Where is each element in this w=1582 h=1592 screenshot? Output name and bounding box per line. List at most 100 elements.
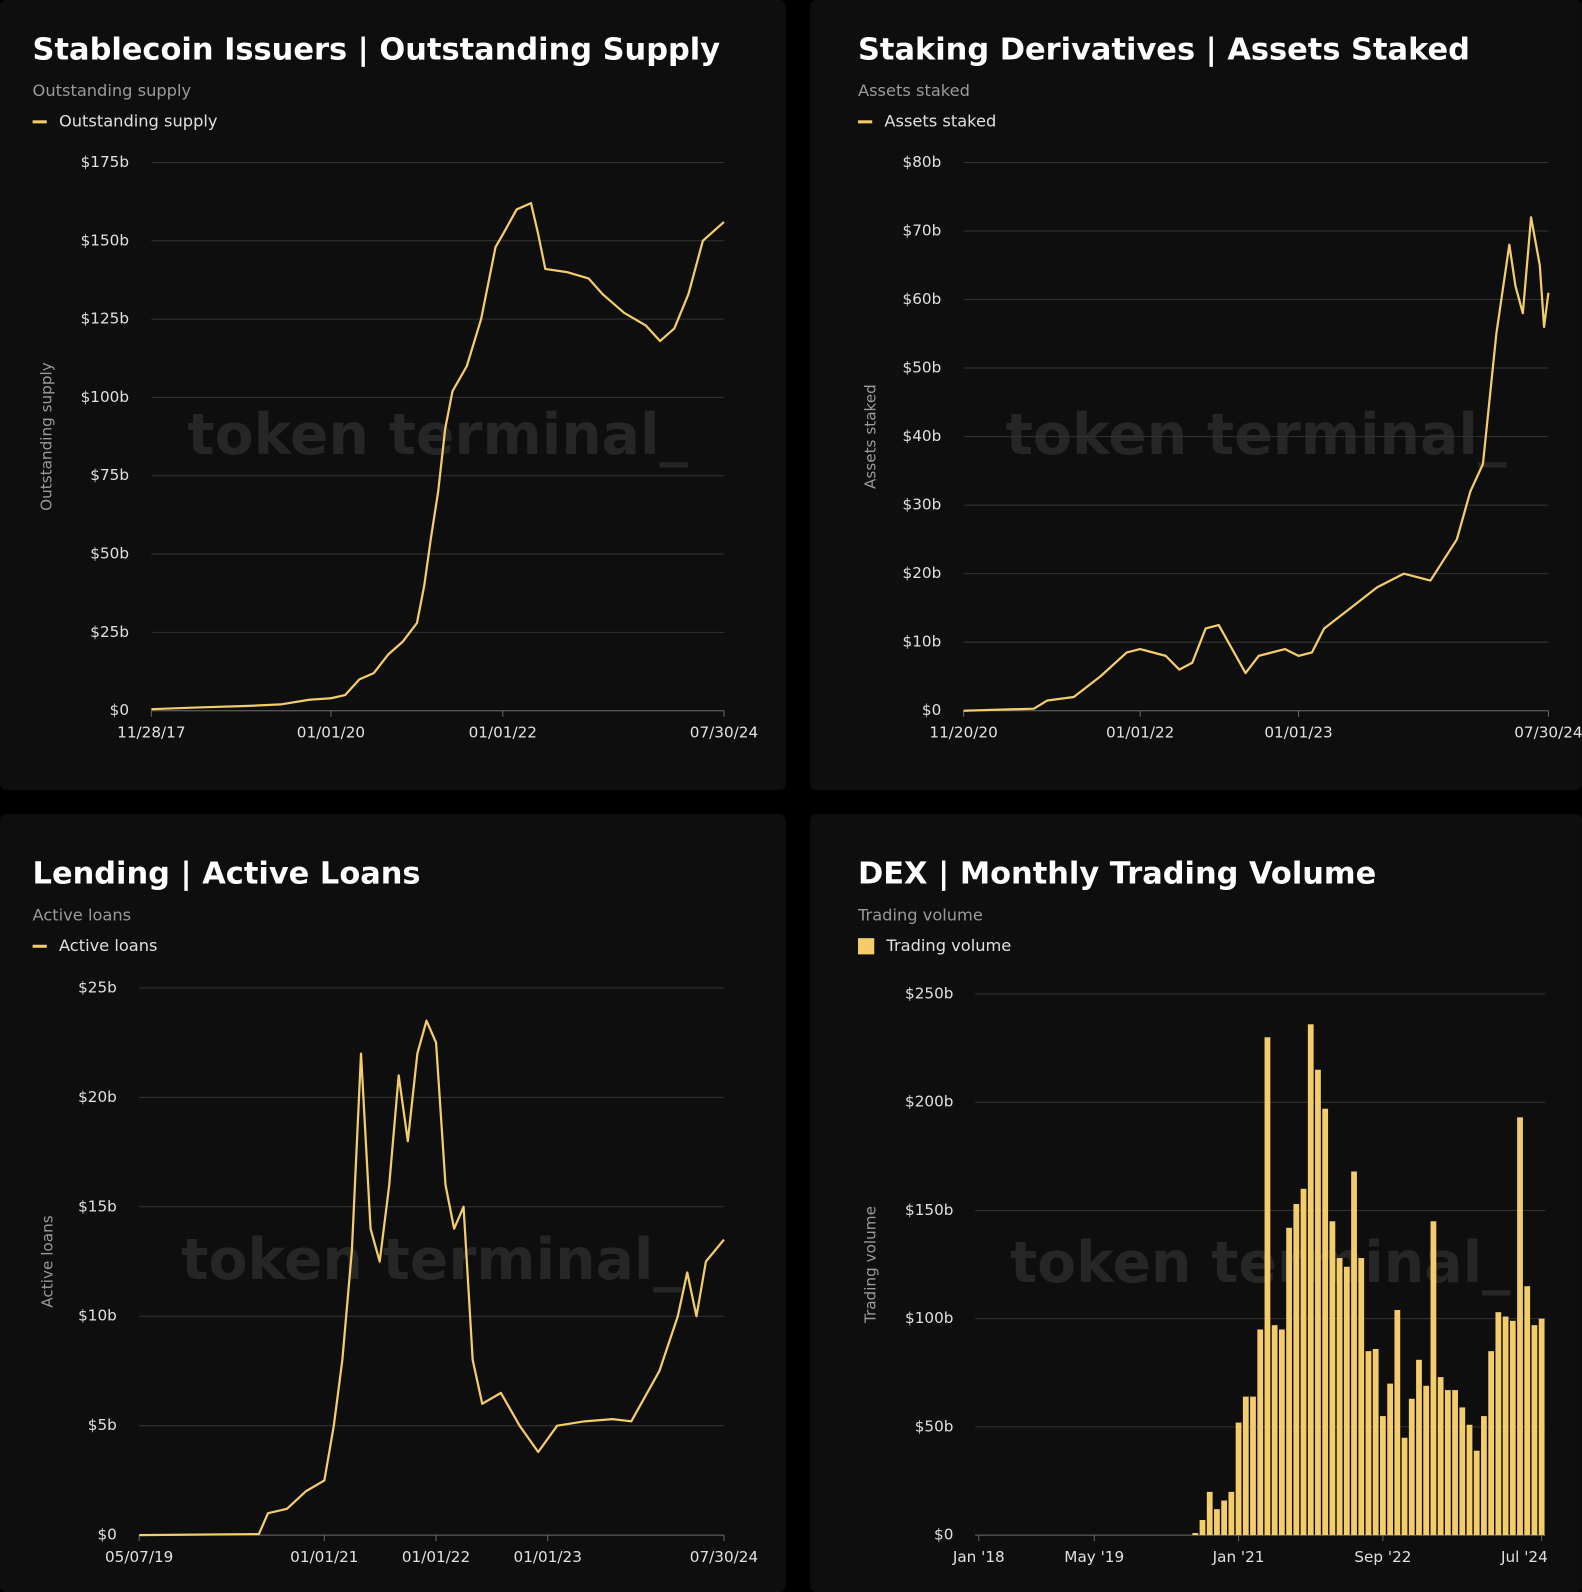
bar [1531,1325,1538,1536]
y-tick-label: $20b [903,564,942,582]
bar [1495,1312,1502,1536]
y-tick-label: $150b [905,1201,953,1219]
chart-title: Lending | Active Loans [33,857,421,892]
bar [1235,1422,1242,1536]
y-tick-label: $175b [81,153,129,171]
bar [1408,1398,1415,1536]
bar [1293,1203,1300,1536]
bar [1286,1227,1292,1536]
watermark: token terminal_ [187,402,688,468]
y-axis-label: Active loans [38,1215,56,1307]
chart-title: Staking Derivatives | Assets Staked [858,32,1470,67]
y-tick-label: $50b [915,1417,954,1435]
bar [1228,1491,1235,1536]
y-tick-label: $150b [81,231,129,249]
bar [1524,1286,1531,1536]
x-tick-label: 01/01/22 [1106,724,1174,742]
bar [1365,1351,1372,1536]
y-tick-label: $60b [903,290,942,308]
y-tick-label: $75b [90,466,129,484]
bar [1351,1171,1357,1536]
bar [1221,1500,1228,1536]
bar [1307,1024,1314,1536]
legend-swatch [858,938,875,955]
bar [1336,1258,1343,1536]
y-tick-label: $125b [81,310,129,328]
y-tick-label: $250b [905,984,953,1002]
bar [1300,1188,1307,1536]
series-line [139,1019,725,1537]
bar [1473,1450,1480,1536]
bar [1401,1437,1408,1536]
bar [1444,1390,1451,1536]
x-tick-label: 01/01/23 [1264,724,1332,742]
bar [1466,1424,1473,1536]
bar [1214,1509,1220,1536]
watermark: token terminal_ [1006,402,1507,468]
y-tick-label: $100b [81,388,129,406]
legend-label: Trading volume [885,936,1011,955]
bar [1538,1318,1545,1536]
bar [1517,1117,1523,1536]
legend-label: Outstanding supply [59,111,218,130]
bar [1430,1221,1437,1536]
chart-title: DEX | Monthly Trading Volume [858,857,1376,892]
panel [0,814,786,1592]
y-tick-label: $15b [78,1197,117,1215]
panel [810,0,1582,790]
legend-label: Assets staked [884,111,996,130]
chart-subtitle: Assets staked [858,81,970,100]
y-tick-label: $80b [903,153,942,171]
x-tick-label: Jan '18 [952,1548,1005,1566]
chart-subtitle: Trading volume [857,905,983,924]
y-axis-label: Trading volume [862,1206,880,1324]
chart-subtitle: Active loans [33,905,132,924]
bar [1380,1416,1386,1536]
x-tick-label: Jan '21 [1212,1548,1265,1566]
y-tick-label: $0 [110,701,129,719]
bar [1502,1316,1509,1536]
x-tick-label: 01/01/21 [290,1548,358,1566]
chart-subtitle: Outstanding supply [33,81,192,100]
y-tick-label: $70b [903,221,942,239]
y-tick-label: $10b [78,1307,117,1325]
bar [1206,1491,1213,1536]
y-tick-label: $30b [903,496,942,514]
series-line [151,202,725,711]
y-tick-label: $40b [903,427,942,445]
bar [1372,1348,1379,1536]
y-tick-label: $10b [903,633,942,651]
y-tick-label: $0 [934,1526,953,1544]
x-tick-label: 07/30/24 [1514,724,1582,742]
bar [1199,1519,1206,1536]
x-tick-label: Sep '22 [1354,1548,1411,1566]
x-tick-label: 01/01/22 [402,1548,470,1566]
bar [1315,1069,1321,1536]
watermark: token terminal_ [181,1227,682,1293]
x-tick-label: 11/20/20 [929,724,997,742]
y-tick-label: $0 [922,701,941,719]
y-tick-label: $20b [78,1088,117,1106]
y-axis-label: Outstanding supply [37,362,55,511]
bar [1416,1359,1422,1536]
bar [1329,1221,1336,1536]
legend-label: Active loans [59,936,158,955]
bar [1452,1390,1458,1536]
x-tick-label: Jul '24 [1500,1548,1548,1566]
y-tick-label: $100b [905,1309,953,1327]
bar [1459,1407,1466,1536]
bar [1242,1396,1249,1536]
bar [1394,1310,1401,1536]
x-tick-label: 01/01/22 [469,724,537,742]
y-tick-label: $25b [90,623,129,641]
bar [1264,1037,1271,1536]
bar [1343,1266,1350,1536]
y-tick-label: $5b [88,1416,117,1434]
x-tick-label: May '19 [1064,1548,1124,1566]
bar [1509,1320,1516,1536]
y-tick-label: $25b [78,978,117,996]
x-tick-label: 01/01/20 [297,724,365,742]
chart-title: Stablecoin Issuers | Outstanding Supply [33,32,721,67]
y-tick-label: $200b [905,1093,953,1111]
